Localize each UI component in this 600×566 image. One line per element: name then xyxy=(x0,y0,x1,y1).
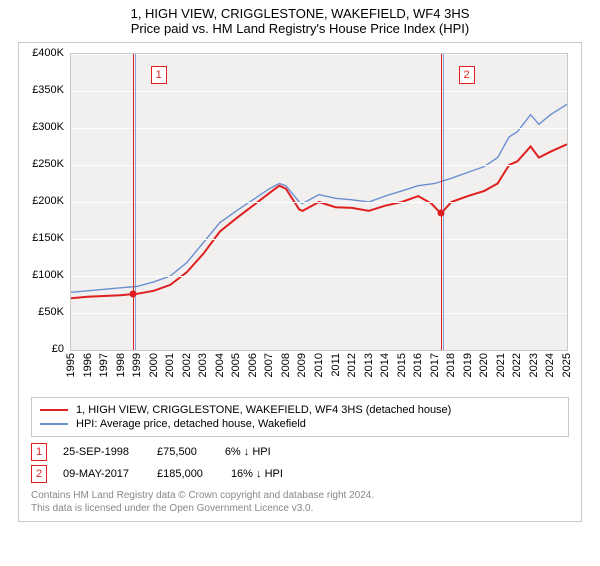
x-axis-label: 2010 xyxy=(313,353,325,377)
x-axis-label: 2000 xyxy=(148,353,160,377)
x-axis-label: 2014 xyxy=(379,353,391,377)
y-axis-label: £250K xyxy=(32,158,64,170)
chart-container: 12 £0£50K£100K£150K£200K£250K£300K£350K£… xyxy=(18,42,582,522)
y-axis-label: £350K xyxy=(32,84,64,96)
footnote-line: This data is licensed under the Open Gov… xyxy=(31,502,569,515)
x-axis-label: 1999 xyxy=(131,353,143,377)
row-diff: 6% ↓ HPI xyxy=(225,446,271,458)
page-subtitle: Price paid vs. HM Land Registry's House … xyxy=(0,21,600,36)
y-axis-label: £300K xyxy=(32,121,64,133)
row-date: 25-SEP-1998 xyxy=(63,446,129,458)
x-axis-label: 2008 xyxy=(280,353,292,377)
x-axis-label: 2007 xyxy=(263,353,275,377)
marker-badge: 2 xyxy=(459,66,475,84)
x-axis-label: 2003 xyxy=(197,353,209,377)
chart-area: 12 £0£50K£100K£150K£200K£250K£300K£350K£… xyxy=(26,49,574,389)
marker-badge: 1 xyxy=(31,443,47,461)
series-line-blue xyxy=(71,104,567,292)
marker-badge: 2 xyxy=(31,465,47,483)
x-axis-label: 2025 xyxy=(561,353,573,377)
x-axis-label: 2022 xyxy=(511,353,523,377)
footnote-line: Contains HM Land Registry data © Crown c… xyxy=(31,489,569,502)
x-axis-label: 2009 xyxy=(296,353,308,377)
x-axis-label: 1996 xyxy=(82,353,94,377)
marker-dot xyxy=(129,291,136,298)
marker-badge: 1 xyxy=(151,66,167,84)
legend-item: HPI: Average price, detached house, Wake… xyxy=(40,418,560,430)
x-axis-label: 2021 xyxy=(495,353,507,377)
y-axis-label: £200K xyxy=(32,195,64,207)
x-axis-label: 2015 xyxy=(396,353,408,377)
x-axis-label: 1997 xyxy=(98,353,110,377)
x-axis-label: 2019 xyxy=(462,353,474,377)
row-diff: 16% ↓ HPI xyxy=(231,468,283,480)
page-title: 1, HIGH VIEW, CRIGGLESTONE, WAKEFIELD, W… xyxy=(0,6,600,21)
row-price: £185,000 xyxy=(157,468,203,480)
legend: 1, HIGH VIEW, CRIGGLESTONE, WAKEFIELD, W… xyxy=(31,397,569,437)
x-axis-label: 2023 xyxy=(528,353,540,377)
y-axis-label: £150K xyxy=(32,232,64,244)
x-axis-label: 2017 xyxy=(429,353,441,377)
x-axis-label: 2020 xyxy=(478,353,490,377)
legend-swatch xyxy=(40,409,68,411)
y-axis-label: £0 xyxy=(52,343,64,355)
y-axis-label: £50K xyxy=(38,306,64,318)
legend-swatch xyxy=(40,423,68,425)
x-axis-label: 2012 xyxy=(346,353,358,377)
x-axis-label: 2004 xyxy=(214,353,226,377)
x-axis-label: 2011 xyxy=(330,353,342,377)
x-axis-label: 2006 xyxy=(247,353,259,377)
x-axis-label: 1998 xyxy=(115,353,127,377)
x-axis-label: 2005 xyxy=(230,353,242,377)
plot-region: 12 xyxy=(70,53,568,351)
x-axis-label: 2002 xyxy=(181,353,193,377)
x-axis-label: 2001 xyxy=(164,353,176,377)
data-row: 1 25-SEP-1998 £75,500 6% ↓ HPI xyxy=(31,443,569,461)
legend-label: HPI: Average price, detached house, Wake… xyxy=(76,418,306,430)
x-axis-label: 2013 xyxy=(363,353,375,377)
legend-item: 1, HIGH VIEW, CRIGGLESTONE, WAKEFIELD, W… xyxy=(40,404,560,416)
x-axis-label: 2018 xyxy=(445,353,457,377)
x-axis-label: 2024 xyxy=(544,353,556,377)
footnote: Contains HM Land Registry data © Crown c… xyxy=(31,489,569,515)
legend-label: 1, HIGH VIEW, CRIGGLESTONE, WAKEFIELD, W… xyxy=(76,404,451,416)
data-rows: 1 25-SEP-1998 £75,500 6% ↓ HPI 2 09-MAY-… xyxy=(31,443,569,483)
marker-dot xyxy=(437,210,444,217)
row-price: £75,500 xyxy=(157,446,197,458)
x-axis-label: 1995 xyxy=(65,353,77,377)
x-axis-label: 2016 xyxy=(412,353,424,377)
y-axis-label: £400K xyxy=(32,47,64,59)
y-axis-label: £100K xyxy=(32,269,64,281)
row-date: 09-MAY-2017 xyxy=(63,468,129,480)
data-row: 2 09-MAY-2017 £185,000 16% ↓ HPI xyxy=(31,465,569,483)
